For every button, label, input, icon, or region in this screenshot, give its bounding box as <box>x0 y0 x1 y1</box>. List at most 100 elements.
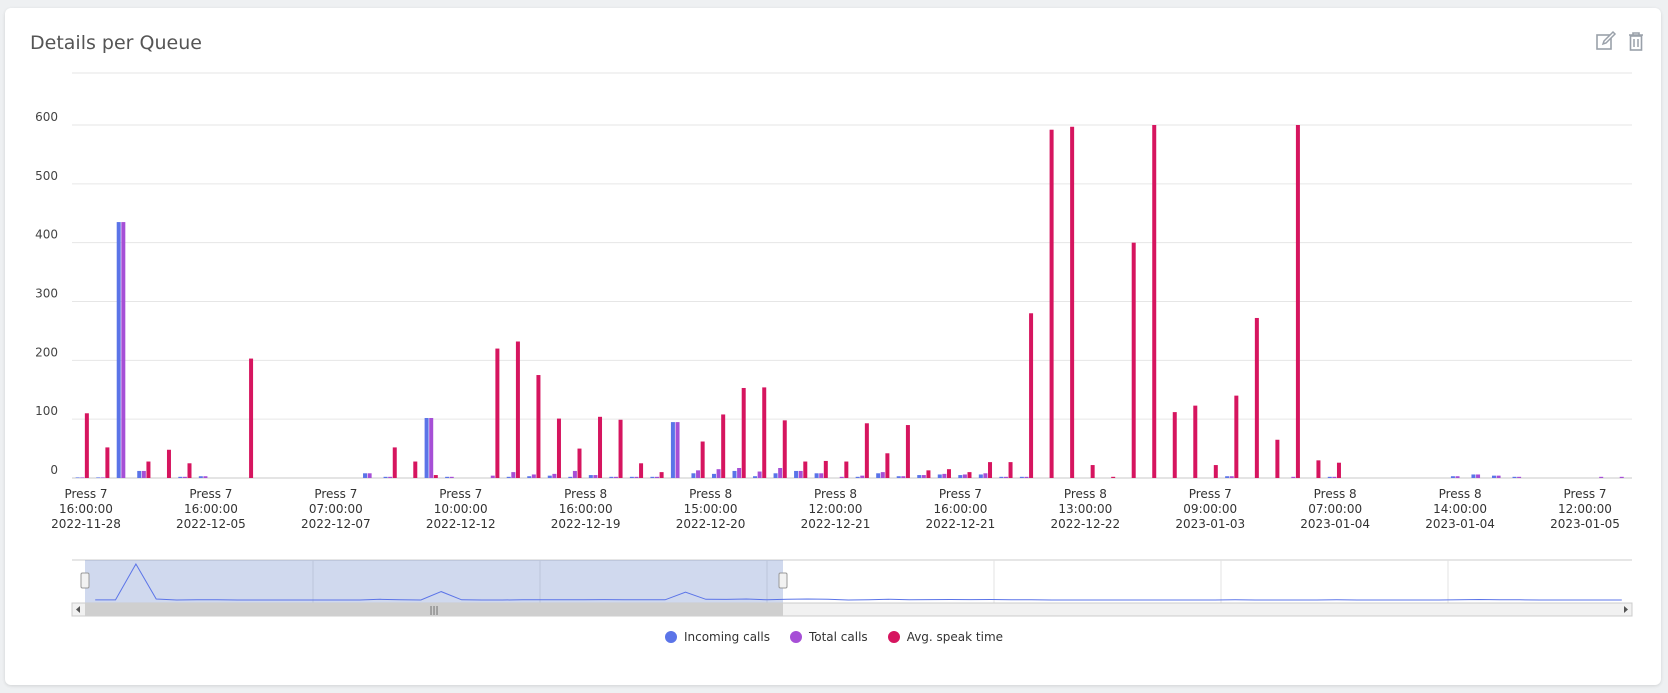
y-tick-label: 500 <box>35 169 58 183</box>
pencil-edit-icon[interactable] <box>1595 30 1617 52</box>
scroll-left-arrow-icon[interactable] <box>76 606 80 613</box>
bar <box>178 476 183 478</box>
bar <box>659 472 664 478</box>
bar <box>962 474 967 478</box>
legend-item-total[interactable]: Total calls <box>789 630 868 644</box>
bar <box>1090 465 1095 478</box>
bar <box>141 470 146 478</box>
bar <box>1455 476 1460 478</box>
bar <box>670 422 675 478</box>
bar <box>650 476 655 478</box>
bar <box>782 420 787 478</box>
bar <box>757 471 762 478</box>
chart-legend: Incoming calls Total calls Avg. speak ti… <box>0 630 1668 644</box>
bar <box>1131 242 1136 478</box>
bar <box>1316 460 1321 478</box>
legend-item-incoming[interactable]: Incoming calls <box>664 630 770 644</box>
bar <box>1327 476 1332 478</box>
bar <box>773 473 778 478</box>
bar <box>490 475 495 478</box>
bar <box>926 470 931 478</box>
x-tick-label: Press 7 12:00:00 2023-01-05 <box>1550 487 1620 531</box>
navigator-scrollbar-thumb[interactable] <box>85 603 783 616</box>
trash-icon[interactable] <box>1625 30 1647 52</box>
bar <box>942 473 947 478</box>
bar <box>917 475 922 478</box>
bar <box>803 461 808 478</box>
bar <box>547 475 552 478</box>
navigator-handle-left[interactable] <box>80 572 90 589</box>
bar <box>1254 317 1259 478</box>
bar <box>855 476 860 478</box>
x-tick-label: Press 8 12:00:00 2022-12-21 <box>801 487 871 531</box>
bar <box>1471 474 1476 478</box>
bar <box>556 418 561 478</box>
bar <box>732 470 737 478</box>
navigator-handle-right[interactable] <box>778 572 788 589</box>
bar <box>844 461 849 478</box>
navigator-selection[interactable] <box>85 560 783 603</box>
bar <box>876 473 881 478</box>
y-axis-ticks: 0 100 200 300 400 500 600 <box>35 110 58 477</box>
y-tick-label: 600 <box>35 110 58 124</box>
bar <box>1229 476 1234 478</box>
bar <box>839 476 844 478</box>
bar <box>946 469 951 478</box>
bar <box>531 474 536 478</box>
bar <box>983 473 988 478</box>
bar <box>495 348 500 478</box>
bar <box>367 473 372 478</box>
bar <box>593 475 598 478</box>
bar <box>753 476 758 478</box>
bar <box>1599 476 1604 478</box>
bar <box>1512 476 1517 478</box>
bar <box>1496 475 1501 478</box>
bar <box>675 422 680 478</box>
bar <box>721 414 726 478</box>
x-tick-label: Press 7 16:00:00 2022-11-28 <box>51 487 121 531</box>
bar <box>1008 462 1013 478</box>
x-axis-ticks: Press 7 16:00:00 2022-11-28 Press 7 16:00:00… <box>51 487 1620 531</box>
bar <box>1152 125 1157 478</box>
bar <box>1172 412 1177 478</box>
bar <box>100 477 105 478</box>
gridlines <box>72 72 1632 479</box>
bar <box>1332 476 1337 478</box>
range-navigator: ||| <box>71 559 1633 617</box>
bar <box>762 387 767 478</box>
navigator-scrollbar-grip: ||| <box>429 606 438 616</box>
bar <box>814 473 819 478</box>
bar <box>392 447 397 478</box>
bar <box>711 473 716 478</box>
bar <box>1049 129 1054 478</box>
x-tick-label: Press 7 10:00:00 2022-12-12 <box>426 487 496 531</box>
scroll-right-arrow-icon[interactable] <box>1624 606 1628 613</box>
queue-details-panel: Details per Queue <box>5 8 1661 685</box>
x-tick-label: Press 8 15:00:00 2022-12-20 <box>676 487 746 531</box>
bar <box>1070 126 1075 478</box>
panel-toolbar <box>1595 30 1647 52</box>
bar <box>819 473 824 478</box>
bar <box>958 475 963 478</box>
bar <box>1003 476 1008 478</box>
legend-label-total: Total calls <box>808 630 868 644</box>
x-tick-label: Press 8 07:00:00 2023-01-04 <box>1300 487 1370 531</box>
bar <box>1517 476 1522 478</box>
bar <box>116 222 121 478</box>
bar <box>700 441 705 478</box>
bar <box>511 472 516 478</box>
bar <box>1029 313 1034 478</box>
bar <box>527 476 532 478</box>
bar <box>388 476 393 478</box>
navigator-series-line <box>95 562 1622 601</box>
bar <box>572 470 577 478</box>
bar-series <box>75 125 1624 478</box>
bar <box>1019 476 1024 478</box>
bar <box>413 461 418 478</box>
bar <box>105 447 110 478</box>
legend-item-avg-speak[interactable]: Avg. speak time <box>887 630 1003 644</box>
x-tick-label: Press 7 07:00:00 2022-12-07 <box>301 487 371 531</box>
bar <box>999 476 1004 478</box>
bar <box>1234 395 1239 478</box>
bar <box>166 449 171 478</box>
